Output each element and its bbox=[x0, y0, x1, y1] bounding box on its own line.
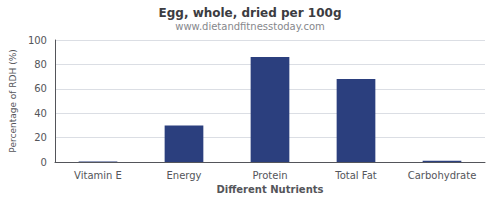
svg-text:Total Fat: Total Fat bbox=[334, 170, 376, 181]
svg-text:40: 40 bbox=[34, 108, 47, 119]
svg-text:www.dietandfitnesstoday.com: www.dietandfitnesstoday.com bbox=[175, 21, 324, 32]
svg-text:Egg, whole, dried per 100g: Egg, whole, dried per 100g bbox=[159, 6, 342, 20]
svg-text:Protein: Protein bbox=[252, 170, 287, 181]
svg-text:Vitamin E: Vitamin E bbox=[74, 170, 122, 181]
svg-text:Different Nutrients: Different Nutrients bbox=[217, 184, 324, 195]
svg-text:Energy: Energy bbox=[166, 170, 201, 181]
svg-text:20: 20 bbox=[34, 132, 47, 143]
svg-text:Percentage of RDH (%): Percentage of RDH (%) bbox=[8, 49, 18, 152]
svg-text:100: 100 bbox=[28, 35, 47, 46]
svg-text:Carbohydrate: Carbohydrate bbox=[408, 170, 477, 181]
svg-text:80: 80 bbox=[34, 59, 47, 70]
svg-text:60: 60 bbox=[34, 83, 47, 94]
svg-text:0: 0 bbox=[41, 157, 47, 168]
